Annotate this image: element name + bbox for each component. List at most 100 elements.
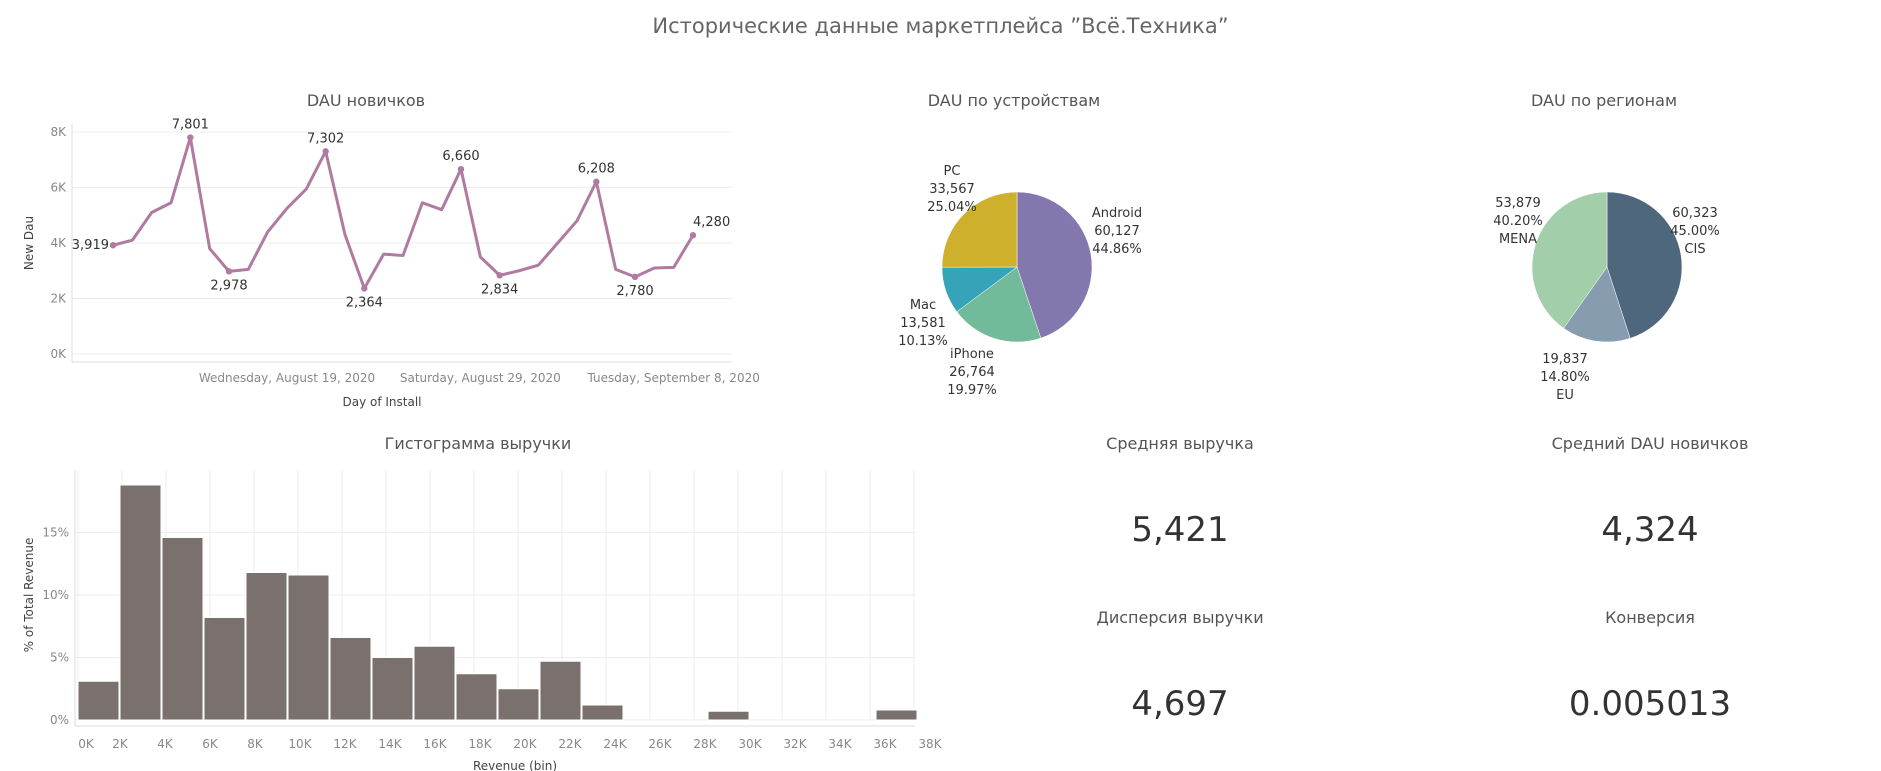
x-tick-label: 26K (648, 737, 672, 751)
devices-pie-chart: Android 60,127 44.86% iPhone 26,764 19.97% Mac… (898, 164, 1142, 398)
line-chart-title: DAU новичков (306, 91, 426, 110)
pie-slice-iphone (956, 266, 1042, 343)
pie-slice-android (1016, 191, 1093, 339)
y-axis-title: New Dau (22, 216, 36, 270)
avg-revenue-label: Средняя выручка (1106, 434, 1254, 453)
y-tick-label: 10% (42, 588, 69, 602)
data-label: 6,208 (578, 162, 615, 177)
data-label: 6,660 (442, 149, 479, 164)
histogram-bar (161, 537, 204, 721)
slice-label-value_label: 33,567 (929, 182, 975, 197)
data-label: 4,280 (693, 215, 730, 230)
y-tick-label: 0% (50, 713, 69, 727)
y-tick-label: 6K (50, 181, 67, 195)
devices-pie-title: DAU по устройствам (927, 91, 1101, 110)
data-point (593, 178, 600, 185)
histogram-bar (875, 709, 918, 721)
histogram-bar (707, 710, 750, 721)
x-tick-label: 38K (918, 737, 942, 751)
data-point (187, 134, 194, 141)
x-tick-label: 14K (378, 737, 402, 751)
avg-new-dau-value: 4,324 (1601, 510, 1699, 550)
regions-pie-chart: 60,323 45.00% CIS 19,837 14.80% EU 53,879 40.20… (1493, 191, 1720, 403)
slice-label-name: EU (1556, 388, 1574, 403)
data-point (457, 165, 465, 173)
x-tick-label: 8K (247, 737, 264, 751)
data-label: 2,780 (616, 284, 653, 299)
x-tick-label: 32K (783, 737, 807, 751)
histogram-bar (329, 637, 372, 721)
slice-label-value_label: 26,764 (949, 365, 995, 380)
x-tick-label: Tuesday, September 8, 2020 (586, 371, 759, 385)
x-tick-label: 22K (558, 737, 582, 751)
conversion-value: 0.005013 (1568, 684, 1732, 724)
data-label: 2,364 (346, 295, 383, 310)
line-chart: 0K 2K 4K 6K 8K Wednesday, August 19, 2020 Satu… (22, 118, 760, 409)
data-point (109, 242, 117, 249)
x-tick-label: 4K (157, 737, 174, 751)
data-label: 7,302 (307, 131, 344, 146)
slice-label-pct: 25.04% (927, 200, 977, 215)
histogram-bar (77, 680, 120, 721)
data-point (496, 272, 503, 279)
histogram-bar (581, 704, 624, 721)
data-point (225, 268, 233, 275)
histogram-bar (245, 572, 288, 721)
data-label: 3,919 (72, 238, 109, 253)
data-label: 2,834 (481, 282, 518, 297)
data-point (361, 285, 368, 292)
revenue-histogram: 0% 5% 10% 15% 0K 2K 4K 6K 8K 10K 12K 14K 16K 18K 20K 22… (22, 470, 943, 771)
slice-label-value_label: 53,879 (1495, 196, 1541, 211)
revenue-variance-value: 4,697 (1131, 684, 1229, 724)
slice-label-name: Android (1092, 206, 1142, 221)
pie-slice-mena (1531, 191, 1608, 329)
x-tick-label: 34K (828, 737, 852, 751)
x-tick-label: 0K (78, 737, 95, 751)
histogram-bar (119, 484, 162, 721)
slice-label-pct: 40.20% (1493, 214, 1543, 229)
dashboard-title: Исторические данные маркетплейса ”Всё.Те… (652, 14, 1229, 38)
pie-slice-pc (941, 191, 1018, 268)
x-tick-label: 12K (333, 737, 357, 751)
x-tick-label: Wednesday, August 19, 2020 (199, 371, 375, 385)
y-tick-label: 15% (42, 526, 69, 540)
pie-slice-eu (1563, 266, 1631, 343)
regions-pie-title: DAU по регионам (1530, 91, 1678, 110)
slice-label-name: CIS (1684, 242, 1705, 257)
histogram-bar (413, 645, 456, 721)
x-tick-label: 16K (423, 737, 447, 751)
slice-label-value_label: 60,323 (1672, 206, 1718, 221)
histogram-bar (203, 617, 246, 721)
y-tick-label: 2K (50, 292, 67, 306)
x-tick-label: 24K (603, 737, 627, 751)
y-axis-title: % of Total Revenue (22, 538, 36, 653)
y-tick-label: 5% (50, 651, 69, 665)
slice-label-name: Mac (910, 298, 936, 313)
y-tick-label: 4K (50, 236, 67, 250)
conversion-label: Конверсия (1605, 608, 1695, 627)
histogram-bar (539, 660, 582, 721)
y-tick-label: 8K (50, 125, 67, 139)
histogram-bar (497, 688, 540, 721)
x-axis-title: Revenue (bin) (473, 759, 557, 771)
data-point (322, 148, 329, 155)
slice-label-pct: 19.97% (947, 383, 997, 398)
data-point (689, 232, 697, 239)
x-tick-label: 18K (468, 737, 492, 751)
x-tick-label: 10K (288, 737, 312, 751)
data-point (631, 273, 639, 281)
x-tick-label: 6K (202, 737, 219, 751)
slice-label-pct: 10.13% (898, 334, 948, 349)
slice-label-name: PC (944, 164, 961, 179)
pie-slice-cis (1606, 191, 1683, 339)
slice-label-value_label: 60,127 (1094, 224, 1140, 239)
histogram-title: Гистограмма выручки (384, 434, 572, 453)
x-tick-label: 28K (693, 737, 717, 751)
slice-label-pct: 44.86% (1092, 242, 1142, 257)
slice-label-name: iPhone (950, 347, 994, 362)
revenue-variance-label: Дисперсия выручки (1096, 608, 1264, 627)
histogram-bar (455, 673, 498, 721)
x-axis-title: Day of Install (342, 395, 421, 409)
data-label: 7,801 (172, 118, 209, 133)
